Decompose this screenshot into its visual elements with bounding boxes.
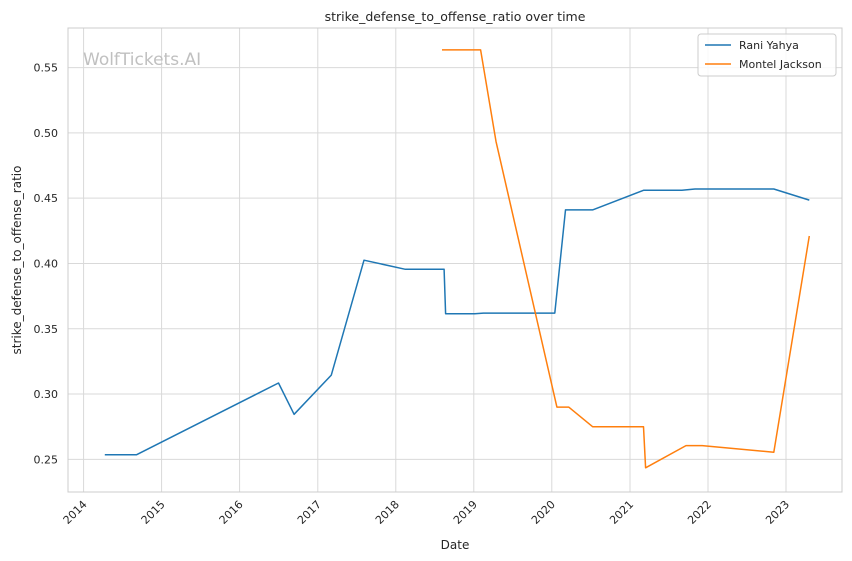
legend: Rani Yahya Montel Jackson — [697, 33, 837, 77]
legend-box — [697, 33, 837, 77]
series-line-montel-jackson — [442, 49, 811, 469]
chart-title: strike_defense_to_offense_ratio over tim… — [325, 9, 586, 24]
y-tick-label: 0.30 — [34, 388, 59, 401]
y-tick-label: 0.55 — [34, 62, 59, 75]
x-axis-title: Date — [441, 538, 470, 552]
grid — [68, 28, 842, 492]
y-tick-label: 0.25 — [34, 453, 59, 466]
y-tick-label: 0.35 — [34, 323, 59, 336]
legend-label-rani-yahya: Rani Yahya — [739, 39, 799, 52]
watermark-text: WolfTickets.AI — [83, 50, 201, 70]
y-tick-label: 0.45 — [34, 192, 59, 205]
series-layer — [104, 49, 811, 469]
plot-frame — [67, 27, 843, 493]
y-tick-label: 0.50 — [34, 127, 59, 140]
series-line-rani-yahya — [104, 188, 810, 456]
legend-label-montel-jackson: Montel Jackson — [739, 58, 822, 71]
y-axis-title: strike_defense_to_offense_ratio — [10, 166, 24, 355]
y-tick-label: 0.40 — [34, 257, 59, 270]
